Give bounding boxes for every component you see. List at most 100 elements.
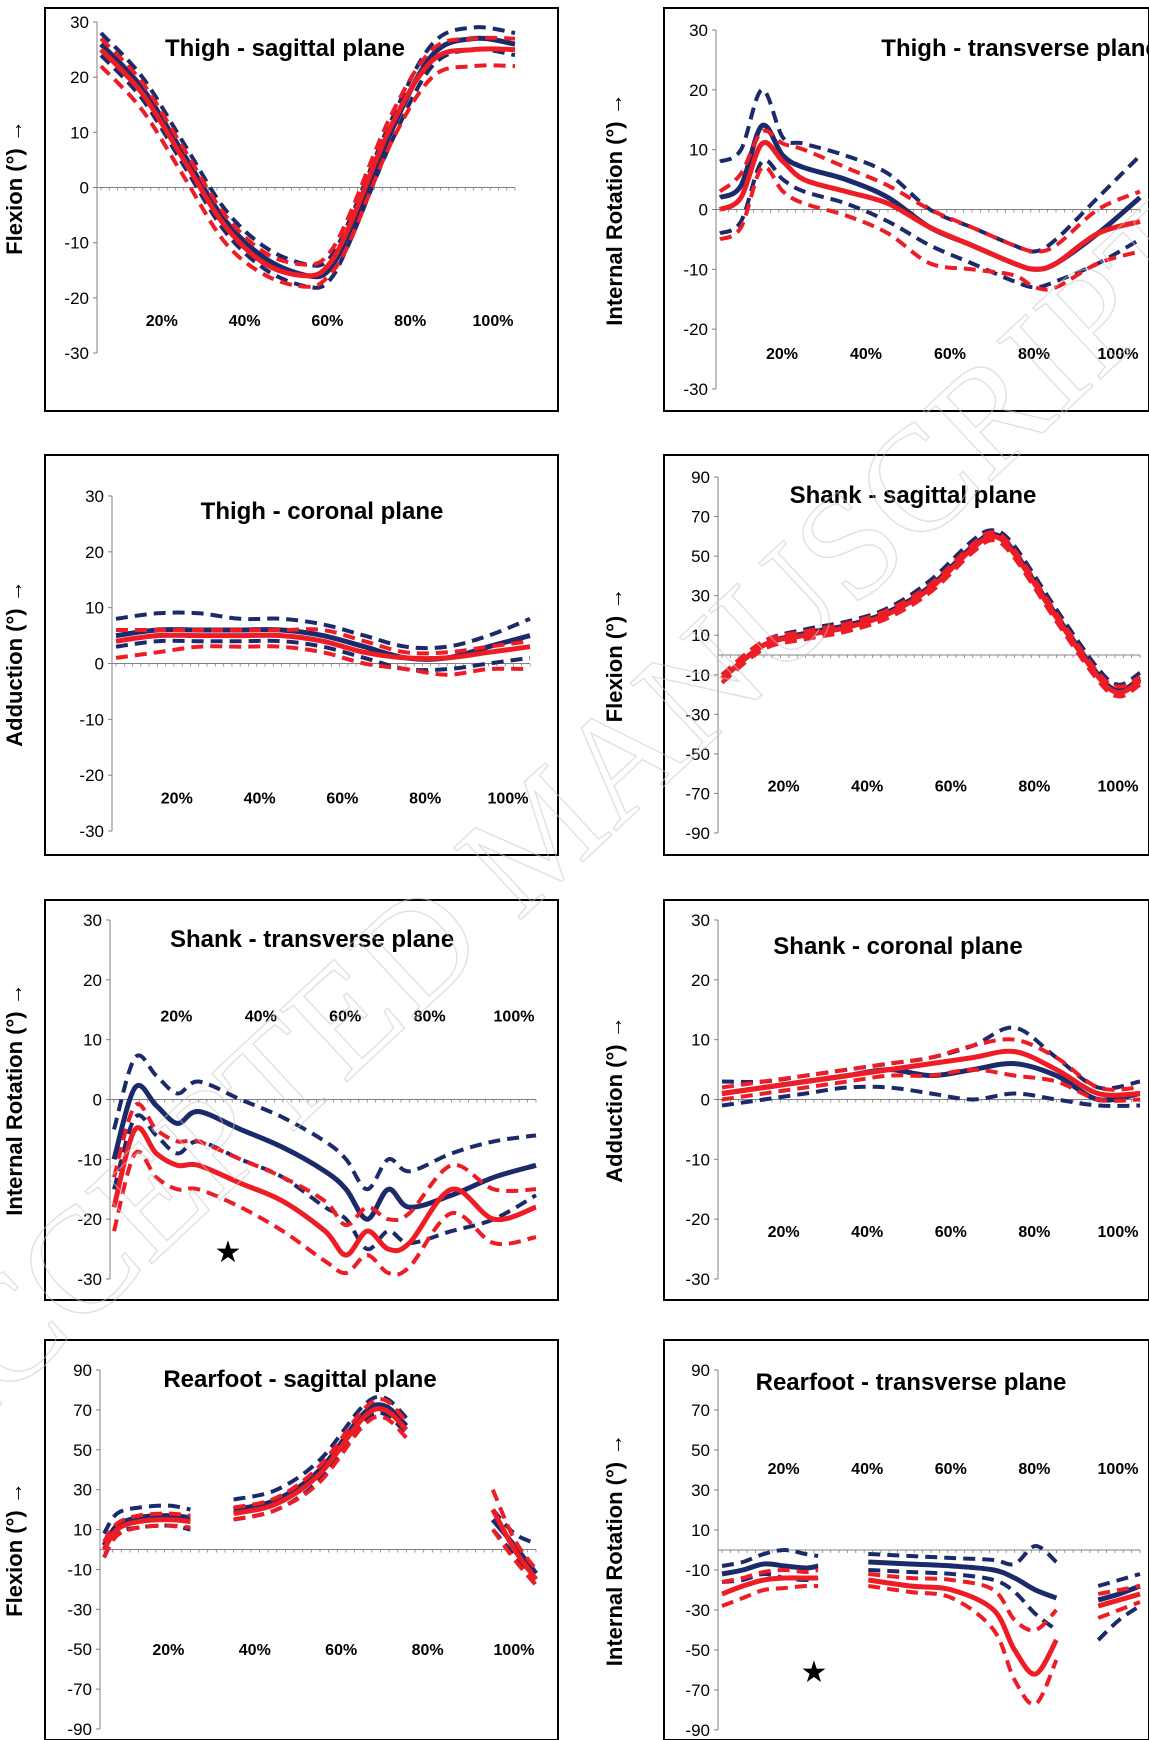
- series-mean-line: [718, 140, 1141, 272]
- y-tick-label: -10: [685, 1561, 710, 1580]
- x-tick-label: 60%: [326, 791, 358, 808]
- x-tick-label: 100%: [1098, 1224, 1139, 1241]
- series-mean-line: [868, 1559, 1058, 1601]
- x-tick-label: 60%: [325, 1642, 357, 1659]
- y-tick-label: -10: [64, 234, 89, 253]
- chart-title: Rearfoot - transverse plane: [756, 1369, 1067, 1396]
- y-tick-label: 50: [691, 1441, 710, 1460]
- series-upper-line: [1097, 1584, 1141, 1596]
- series-lower-line: [99, 63, 516, 289]
- x-tick-label: 40%: [851, 1461, 883, 1478]
- series-mean-line: [99, 46, 516, 279]
- x-tick-label: 80%: [1018, 1461, 1050, 1478]
- series-lower-line: [115, 638, 531, 673]
- y-tick-label: -50: [685, 1641, 710, 1660]
- y-tick-label: -30: [685, 1270, 710, 1289]
- y-tick-label: 90: [73, 1361, 92, 1380]
- series-lower-line: [868, 1568, 1058, 1632]
- x-tick-label: 40%: [229, 313, 261, 330]
- x-tick-label: 20%: [152, 1642, 184, 1659]
- chart-svg: -30 -20 -10 0 10 20 30 20% 40% 60% 80% 100% Thigh - …: [2, 7, 559, 412]
- series-lower-line: [102, 1523, 191, 1559]
- series-upper-line: [115, 610, 531, 651]
- series-upper-line: [719, 87, 1142, 254]
- y-tick-label: -10: [77, 1150, 102, 1169]
- chart-title: Shank - sagittal plane: [790, 482, 1037, 509]
- y-axis-label: Flexion (°) →: [2, 120, 27, 255]
- chart-title: Thigh - transverse plane: [881, 35, 1149, 62]
- series-mean-line: [721, 1048, 1141, 1098]
- significance-star: ★: [801, 1656, 828, 1689]
- series-upper-line: [99, 35, 516, 267]
- y-axis-label: Internal Rotation (°) →: [2, 983, 27, 1215]
- chart-thigh-transverse: -30 -20 -10 0 10 20 30 20% 40% 60% 80% 100% Thigh - …: [580, 0, 1149, 420]
- plot-frame: [44, 1339, 559, 1740]
- y-tick-label: -20: [79, 766, 104, 785]
- y-tick-label: 10: [70, 123, 89, 142]
- x-tick-label: 80%: [1018, 1224, 1050, 1241]
- y-tick-label: 70: [691, 508, 710, 527]
- y-tick-label: 0: [93, 1091, 102, 1110]
- chart-title: Rearfoot - sagittal plane: [163, 1366, 436, 1393]
- y-tick-label: 30: [70, 13, 89, 32]
- series-mean-line: [867, 1577, 1059, 1677]
- x-tick-label: 60%: [935, 779, 967, 796]
- y-tick-label: 10: [689, 141, 708, 160]
- series-upper-line: [102, 1503, 191, 1535]
- series-upper-line: [233, 1397, 408, 1510]
- x-tick-label: 80%: [409, 791, 441, 808]
- x-tick-label: 40%: [239, 1642, 271, 1659]
- x-tick-label: 80%: [414, 1009, 446, 1026]
- significance-star: ★: [214, 1236, 241, 1269]
- x-tick-label: 100%: [488, 791, 529, 808]
- chart-svg: -30 -20 -10 0 10 20 30 20% 40% 60% 80% 100% Thigh - …: [2, 454, 559, 856]
- y-tick-label: 0: [701, 1091, 710, 1110]
- series-upper-line: [112, 1053, 537, 1192]
- x-tick-label: 20%: [160, 1009, 192, 1026]
- x-tick-label: 100%: [494, 1642, 535, 1659]
- y-tick-label: 20: [691, 971, 710, 990]
- series-upper-line: [721, 1548, 819, 1568]
- y-tick-label: -30: [64, 344, 89, 363]
- series-upper-line: [99, 25, 516, 268]
- y-tick-label: 30: [691, 911, 710, 930]
- x-tick-label: 80%: [412, 1642, 444, 1659]
- y-axis-label: Adduction (°) →: [2, 580, 27, 746]
- y-tick-label: -30: [685, 705, 710, 724]
- y-tick-label: -10: [79, 710, 104, 729]
- series-lower-line: [721, 1067, 1141, 1103]
- x-tick-label: 100%: [494, 1009, 535, 1026]
- y-tick-label: -70: [685, 784, 710, 803]
- y-tick-label: 20: [83, 971, 102, 990]
- y-tick-label: 30: [73, 1481, 92, 1500]
- y-tick-label: 10: [85, 599, 104, 618]
- x-tick-label: 20%: [146, 313, 178, 330]
- series-mean-line: [1097, 1583, 1141, 1603]
- chart-shank-coronal: -30 -20 -10 0 10 20 30 20% 40% 60% 80% 100% Shank - …: [580, 890, 1149, 1310]
- chart-svg: -30 -20 -10 0 10 20 30 20% 40% 60% 80% 100% Thigh - …: [602, 7, 1149, 412]
- y-tick-label: 70: [691, 1401, 710, 1420]
- y-tick-label: -20: [77, 1210, 102, 1229]
- x-tick-label: 100%: [1098, 1461, 1139, 1478]
- series-lower-line: [99, 47, 516, 290]
- series-lower-line: [721, 1583, 819, 1608]
- y-tick-label: -30: [79, 822, 104, 841]
- x-tick-label: 40%: [850, 346, 882, 363]
- x-tick-label: 100%: [473, 313, 514, 330]
- y-tick-label: 0: [699, 201, 708, 220]
- y-tick-label: -30: [77, 1270, 102, 1289]
- series-lower-line: [112, 1113, 538, 1252]
- x-tick-label: 60%: [935, 1224, 967, 1241]
- series-upper-line: [868, 1544, 1058, 1567]
- y-tick-label: -70: [67, 1680, 92, 1699]
- series-lower-line: [115, 644, 531, 677]
- y-tick-label: -10: [685, 1150, 710, 1169]
- x-tick-label: 60%: [934, 346, 966, 363]
- series-mean-line: [233, 1406, 409, 1517]
- x-tick-label: 20%: [766, 346, 798, 363]
- x-tick-label: 40%: [244, 791, 276, 808]
- series-mean-line: [115, 632, 531, 662]
- chart-rearfoot-sagittal: -90 -70 -50 -30 -10 10 30 50 70 90 20% 40% 60% 80% 100…: [0, 1330, 560, 1740]
- series-upper-line: [102, 1511, 191, 1543]
- x-tick-label: 40%: [851, 779, 883, 796]
